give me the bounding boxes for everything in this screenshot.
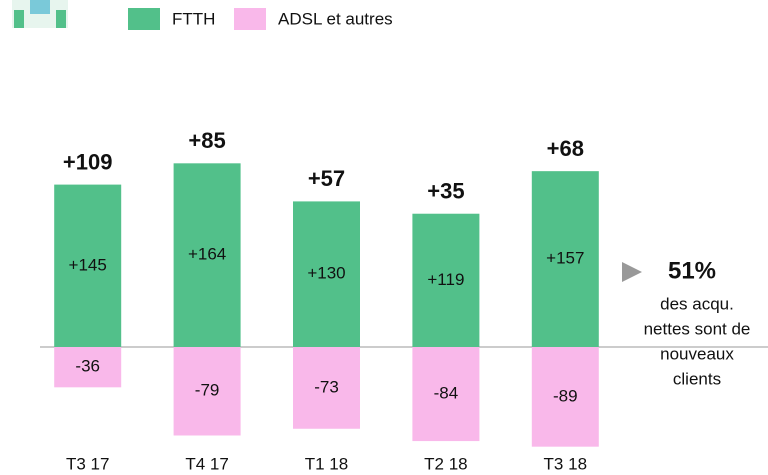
total-label: +57 <box>308 166 345 191</box>
data-label: -79 <box>195 381 220 400</box>
data-label: +119 <box>427 270 464 289</box>
annotation-line: nouveaux <box>660 344 734 363</box>
x-tick-label: T3 17 <box>66 454 109 473</box>
annotation-line: nettes sont de <box>644 319 751 338</box>
bar <box>293 347 360 429</box>
data-label: +157 <box>546 249 584 268</box>
data-label: +164 <box>188 245 226 264</box>
arrow <box>622 262 642 282</box>
bar <box>54 184 122 347</box>
bar <box>531 347 599 447</box>
total-label: +109 <box>63 149 113 174</box>
data-label: -73 <box>314 377 339 396</box>
x-tick-label: T3 18 <box>544 454 587 473</box>
total-label: +35 <box>427 179 464 204</box>
bar <box>412 347 480 442</box>
total-label: +68 <box>547 136 584 161</box>
data-label: +130 <box>307 264 345 283</box>
bar <box>173 347 241 436</box>
data-label: -89 <box>553 386 578 405</box>
bar <box>54 347 122 388</box>
annotation-line: des acqu. <box>660 294 734 313</box>
x-tick-label: T4 17 <box>185 454 228 473</box>
bar <box>293 201 360 347</box>
data-label: +145 <box>69 255 107 274</box>
total-label: +85 <box>188 128 225 153</box>
data-label: -84 <box>434 384 459 403</box>
x-tick-label: T2 18 <box>424 454 467 473</box>
legend-swatch <box>128 8 160 30</box>
x-tick-label: T1 18 <box>305 454 348 473</box>
icon <box>12 0 68 28</box>
legend-label: ADSL et autres <box>278 9 393 28</box>
legend-label: FTTH <box>172 9 215 28</box>
data-label: -36 <box>75 357 100 376</box>
annotation-headline: 51% <box>668 257 716 284</box>
bar <box>412 213 480 347</box>
bar <box>531 171 599 347</box>
legend-swatch <box>234 8 266 30</box>
annotation-line: clients <box>673 369 721 388</box>
bar <box>173 163 241 347</box>
